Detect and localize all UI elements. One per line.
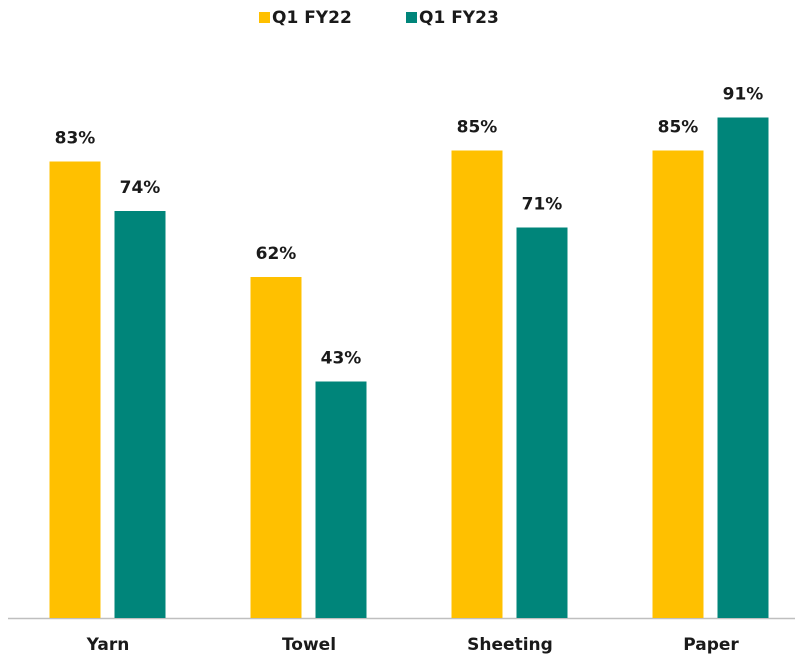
data-label: 43% bbox=[321, 349, 362, 369]
legend-label: Q1 FY23 bbox=[419, 8, 499, 28]
legend-swatch bbox=[259, 12, 270, 23]
data-label: 62% bbox=[256, 244, 297, 264]
data-label: 91% bbox=[723, 85, 764, 105]
data-label: 85% bbox=[658, 118, 699, 138]
bar bbox=[451, 150, 503, 618]
legend-label: Q1 FY22 bbox=[272, 8, 352, 28]
x-tick-label: Paper bbox=[683, 635, 739, 655]
x-tick-label: Yarn bbox=[86, 635, 130, 655]
bar bbox=[114, 211, 166, 618]
x-tick-label: Towel bbox=[282, 635, 336, 655]
data-label: 83% bbox=[55, 129, 96, 149]
bar bbox=[315, 381, 367, 618]
bar bbox=[516, 227, 568, 618]
bar bbox=[717, 117, 769, 618]
data-label: 71% bbox=[522, 195, 563, 215]
bar bbox=[49, 161, 101, 618]
bar bbox=[250, 277, 302, 618]
data-label: 85% bbox=[457, 118, 498, 138]
legend-swatch bbox=[406, 12, 417, 23]
bar bbox=[652, 150, 704, 618]
x-tick-label: Sheeting bbox=[467, 635, 553, 655]
data-label: 74% bbox=[120, 178, 161, 198]
